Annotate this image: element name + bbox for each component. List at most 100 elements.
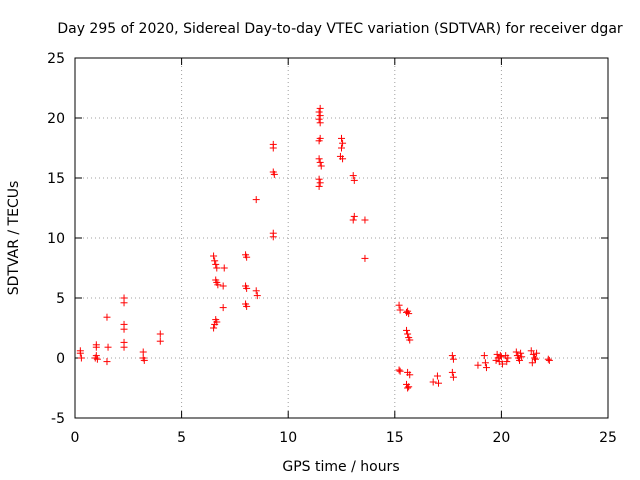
data-point [339,139,347,147]
data-point [315,155,323,163]
data-point [544,355,552,363]
data-point [211,320,219,328]
data-point [315,115,323,123]
data-point [492,356,500,364]
data-point [517,349,525,357]
data-point [77,354,85,362]
data-point [527,347,535,355]
data-point [103,313,111,321]
data-point [316,158,324,166]
data-point [516,356,524,364]
data-point [120,325,128,333]
data-point [350,212,358,220]
data-point [350,176,358,184]
data-point [316,112,324,120]
data-point [435,379,443,387]
y-tick-label: 25 [47,51,65,67]
data-point [103,358,111,366]
data-point [76,349,84,357]
data-point [210,324,218,332]
data-point [404,384,412,392]
x-axis-label: GPS time / hours [282,459,399,475]
data-point [503,358,511,366]
y-tick-label: 15 [47,171,65,187]
data-point [530,354,538,362]
x-tick-label: 0 [71,430,80,446]
data-points [76,104,553,392]
data-point [315,175,323,183]
data-point [481,359,489,367]
chart-title: Day 295 of 2020, Sidereal Day-to-day VTE… [57,21,623,37]
data-point [474,361,482,369]
data-point [497,353,505,361]
y-tick-label: 5 [56,291,65,307]
data-point [270,170,278,178]
data-point [504,354,512,362]
data-point [406,336,414,344]
data-point [317,162,325,170]
data-point [269,233,277,241]
data-point [518,353,526,361]
data-point [210,252,218,260]
data-point [396,367,404,375]
data-point [545,356,553,364]
y-tick-label: -5 [51,411,65,427]
data-point [243,302,251,310]
data-point [405,383,413,391]
data-point [214,281,222,289]
y-tick-label: 20 [47,111,65,127]
data-point [315,108,323,116]
data-point [212,260,220,268]
data-point [120,343,128,351]
data-point [252,196,260,204]
data-point [404,330,412,338]
data-point [315,182,323,190]
data-point [219,282,227,290]
data-point [532,355,540,363]
data-point [349,172,357,180]
y-tick-label: 0 [56,351,65,367]
data-point [449,373,457,381]
data-point [361,216,369,224]
data-point [433,372,441,380]
data-point [211,257,219,265]
data-point [395,366,403,374]
data-point [139,348,147,356]
data-point [396,306,404,314]
y-axis-label: SDTVAR / TECUs [6,181,22,296]
data-point [220,264,228,272]
data-point [120,299,128,307]
data-point [156,337,164,345]
data-point [156,330,164,338]
data-point [316,119,324,127]
data-point [349,216,357,224]
data-point [449,355,457,363]
data-point [213,264,221,272]
data-point [448,368,456,376]
data-point [361,254,369,262]
data-point [252,287,260,295]
data-point [91,354,99,362]
data-point [395,301,403,309]
data-point [529,350,537,358]
data-point [448,352,456,360]
data-point [493,350,501,358]
data-point [528,359,536,367]
data-point [92,343,100,351]
data-point [339,155,347,163]
data-point [512,348,520,356]
data-point [338,134,345,142]
x-tick-label: 10 [279,430,297,446]
data-point [338,144,345,152]
data-point [482,364,490,372]
data-point [269,144,277,152]
data-point [253,292,261,300]
x-tick-label: 20 [492,430,510,446]
data-point [429,378,437,386]
data-point [480,352,488,360]
data-point [140,356,148,364]
data-point [406,371,414,379]
data-point [403,326,411,334]
axis-ticks: 0 5 10 15 20 25 -5 0 5 10 15 20 25 [47,51,617,446]
